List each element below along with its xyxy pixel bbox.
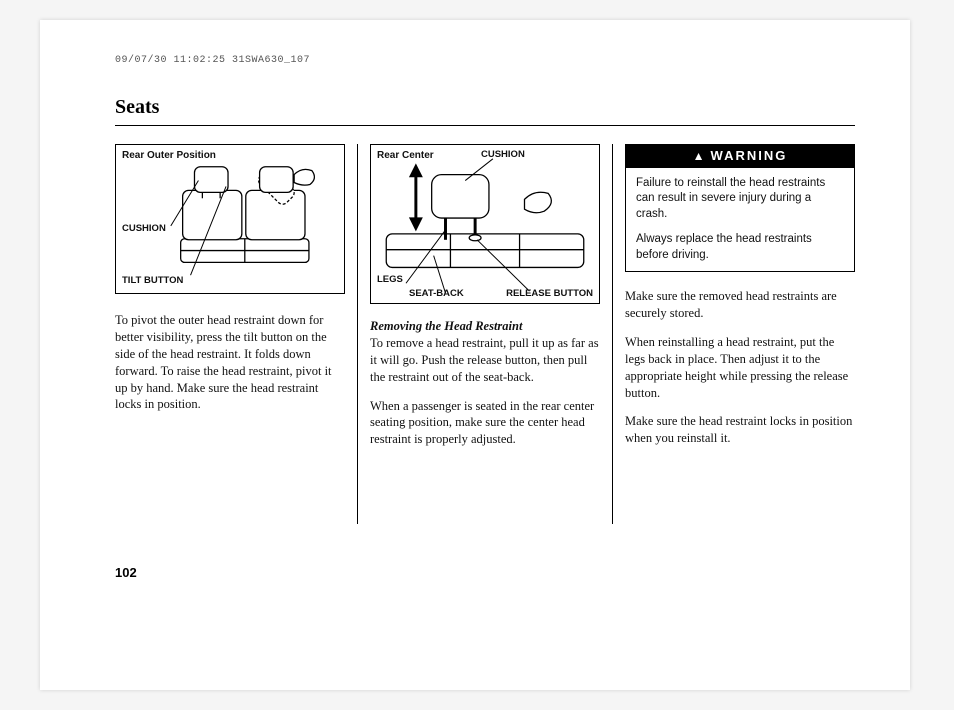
warning-box: ▲ WARNING Failure to reinstall the head … — [625, 144, 855, 272]
warning-icon: ▲ — [693, 150, 707, 162]
col1-paragraph-1: To pivot the outer head restraint down f… — [115, 312, 345, 413]
headrest-illustration — [371, 145, 599, 303]
header-timestamp: 09/07/30 11:02:25 31SWA630_107 — [115, 55, 855, 66]
col2-paragraph-1: Removing the Head Restraint To remove a … — [370, 318, 600, 386]
manual-page: 09/07/30 11:02:25 31SWA630_107 Seats Rea… — [40, 20, 910, 690]
warning-p1: Failure to reinstall the head restraints… — [636, 176, 844, 223]
col2-subhead: Removing the Head Restraint — [370, 319, 522, 333]
content-columns: Rear Outer Position — [115, 144, 855, 524]
figure-rear-outer: Rear Outer Position — [115, 144, 345, 294]
column-1: Rear Outer Position — [115, 144, 358, 524]
page-number: 102 — [115, 565, 137, 580]
col2-paragraph-2: When a passenger is seated in the rear c… — [370, 398, 600, 449]
column-3: ▲ WARNING Failure to reinstall the head … — [613, 144, 855, 524]
label-seat-back: SEAT-BACK — [409, 288, 464, 301]
title-rule — [115, 125, 855, 126]
warning-body: Failure to reinstall the head restraints… — [626, 168, 854, 272]
col3-paragraph-1: Make sure the removed head restraints ar… — [625, 288, 855, 322]
page-title: Seats — [115, 96, 855, 119]
label-cushion: CUSHION — [122, 223, 166, 236]
label-tilt-button: TILT BUTTON — [122, 275, 183, 288]
label-legs: LEGS — [377, 274, 403, 287]
label-release-button: RELEASE BUTTON — [506, 288, 593, 301]
column-2: Rear Center CUSHION — [358, 144, 613, 524]
warning-p2: Always replace the head restraints befor… — [636, 232, 844, 263]
warning-header: ▲ WARNING — [626, 145, 854, 168]
col2-p1-text: To remove a head restraint, pull it up a… — [370, 336, 599, 384]
figure-title: Rear Center — [377, 149, 434, 163]
col3-paragraph-3: Make sure the head restraint locks in po… — [625, 413, 855, 447]
label-cushion: CUSHION — [481, 149, 525, 162]
warning-header-text: WARNING — [711, 147, 788, 165]
figure-rear-center: Rear Center CUSHION — [370, 144, 600, 304]
figure-title: Rear Outer Position — [122, 149, 216, 163]
col3-paragraph-2: When reinstalling a head restraint, put … — [625, 334, 855, 402]
seat-illustration — [116, 145, 344, 293]
